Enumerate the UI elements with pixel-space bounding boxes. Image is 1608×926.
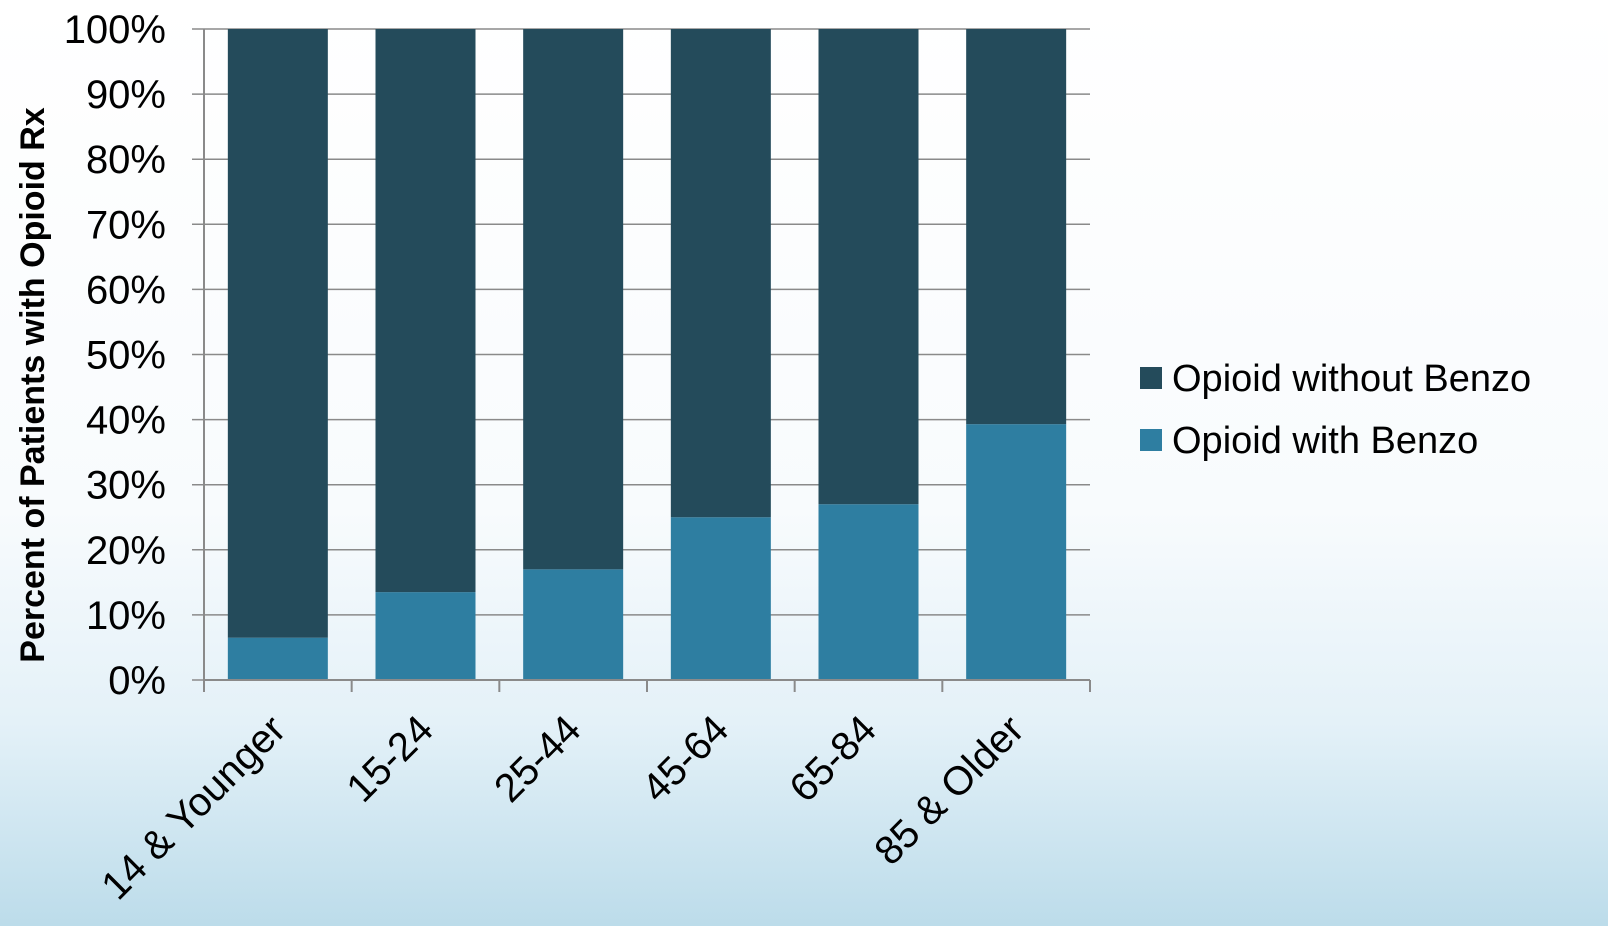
- bar-segment: [227, 29, 328, 638]
- y-tick-label: 40%: [86, 399, 166, 443]
- bar-segment: [818, 29, 919, 505]
- bar-segment: [966, 29, 1067, 425]
- legend-label: Opioid without Benzo: [1172, 358, 1531, 400]
- y-tick-label: 60%: [86, 268, 166, 312]
- x-tick-label: 65-84: [781, 707, 884, 810]
- bar-segment: [670, 29, 771, 518]
- y-tick-label: 20%: [86, 529, 166, 573]
- bar-segment: [375, 592, 476, 680]
- x-tick-label: 14 & Younger: [93, 707, 294, 908]
- x-tick-label: 45-64: [634, 707, 737, 810]
- bar-segment: [523, 569, 624, 680]
- y-tick-label: 70%: [86, 203, 166, 247]
- bar-segment: [375, 29, 476, 593]
- x-tick-label: 85 & Older: [866, 707, 1032, 873]
- y-tick-label: 50%: [86, 334, 166, 378]
- bar-segment: [818, 504, 919, 680]
- axes: [203, 29, 1091, 692]
- legend-label: Opioid with Benzo: [1172, 420, 1478, 462]
- bars: [227, 29, 1067, 680]
- bar-segment: [523, 29, 624, 570]
- y-tick-label: 30%: [86, 464, 166, 508]
- y-tick-label: 0%: [108, 659, 166, 703]
- y-axis-title: Percent of Patients with Opioid Rx: [14, 107, 52, 662]
- bar-segment: [227, 637, 328, 680]
- gridlines: [192, 28, 1090, 681]
- bar-segment: [966, 424, 1067, 680]
- legend-swatch: [1140, 367, 1162, 389]
- y-tick-label: 100%: [64, 8, 166, 52]
- x-tick-label: 15-24: [338, 707, 441, 810]
- x-tick-label: 25-44: [486, 707, 589, 810]
- bar-segment: [670, 517, 771, 680]
- y-tick-label: 10%: [86, 594, 166, 638]
- legend-swatch: [1140, 429, 1162, 451]
- y-tick-label: 90%: [86, 73, 166, 117]
- y-tick-label: 80%: [86, 138, 166, 182]
- y-tick-labels: 0% 10% 20% 30% 40% 50% 60% 70% 80% 90% 100%: [64, 8, 166, 703]
- legend: Opioid without Benzo Opioid with Benzo: [1140, 358, 1531, 462]
